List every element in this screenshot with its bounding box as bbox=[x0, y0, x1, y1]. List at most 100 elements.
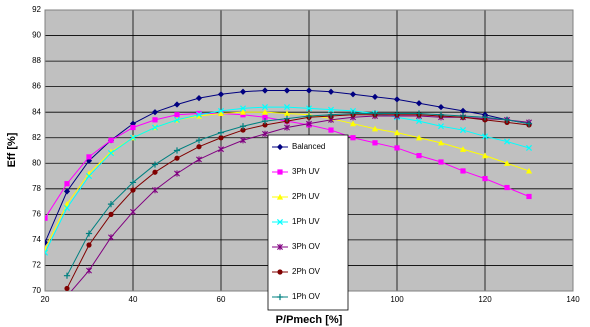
marker bbox=[416, 153, 422, 159]
marker bbox=[64, 285, 70, 291]
marker bbox=[239, 123, 247, 130]
marker bbox=[107, 150, 115, 157]
series-line bbox=[70, 115, 530, 291]
marker bbox=[195, 111, 203, 118]
marker bbox=[393, 129, 401, 136]
marker bbox=[130, 208, 136, 215]
marker bbox=[481, 114, 489, 121]
marker bbox=[283, 87, 291, 94]
marker bbox=[437, 139, 445, 146]
legend-marker bbox=[276, 193, 284, 200]
marker bbox=[305, 112, 313, 120]
legend-label: 1Ph UV bbox=[292, 217, 320, 226]
legend-marker bbox=[277, 243, 283, 251]
marker bbox=[239, 105, 247, 112]
legend-marker bbox=[277, 169, 283, 175]
marker bbox=[415, 134, 423, 141]
marker bbox=[371, 110, 379, 117]
legend-marker bbox=[276, 293, 284, 301]
marker bbox=[438, 159, 444, 165]
legend-label: 2Ph OV bbox=[292, 267, 321, 276]
marker bbox=[174, 170, 180, 177]
marker bbox=[283, 115, 291, 122]
marker bbox=[217, 107, 225, 114]
marker bbox=[86, 242, 92, 248]
marker bbox=[130, 124, 136, 131]
marker bbox=[151, 109, 159, 116]
marker bbox=[85, 157, 93, 164]
marker bbox=[262, 122, 268, 128]
marker bbox=[195, 137, 203, 144]
legend-label: 1Ph OV bbox=[292, 292, 321, 301]
marker bbox=[218, 135, 224, 141]
marker bbox=[262, 130, 268, 137]
y-tick-label: 86 bbox=[32, 82, 41, 91]
marker bbox=[503, 138, 511, 145]
marker bbox=[371, 125, 379, 132]
marker bbox=[504, 184, 510, 191]
series-line bbox=[66, 112, 530, 276]
x-tick-label: 140 bbox=[566, 295, 580, 304]
marker bbox=[217, 110, 225, 117]
marker bbox=[503, 116, 511, 123]
marker bbox=[45, 215, 48, 221]
marker bbox=[283, 104, 291, 111]
marker bbox=[393, 96, 401, 103]
marker bbox=[393, 110, 401, 117]
marker bbox=[349, 120, 357, 127]
marker bbox=[174, 155, 180, 161]
marker bbox=[350, 135, 356, 141]
y-tick-label: 92 bbox=[32, 5, 41, 14]
y-axis-title: Eff [%] bbox=[6, 132, 18, 167]
marker bbox=[306, 120, 312, 127]
series-line bbox=[66, 114, 530, 289]
legend-label: Balanced bbox=[292, 142, 325, 151]
marker bbox=[525, 167, 533, 174]
marker bbox=[305, 87, 313, 94]
marker bbox=[327, 106, 335, 113]
marker bbox=[525, 144, 533, 151]
marker bbox=[129, 134, 137, 141]
y-tick-label: 80 bbox=[32, 158, 41, 167]
marker bbox=[108, 137, 114, 143]
marker bbox=[151, 161, 159, 168]
y-tick-label: 84 bbox=[32, 107, 41, 116]
legend-marker bbox=[277, 269, 283, 275]
marker bbox=[525, 120, 533, 127]
marker bbox=[152, 169, 158, 175]
marker bbox=[459, 107, 467, 115]
marker bbox=[63, 204, 71, 212]
x-tick-label: 20 bbox=[41, 295, 50, 304]
x-tick-label: 60 bbox=[217, 295, 226, 304]
marker bbox=[372, 140, 378, 146]
marker bbox=[217, 91, 225, 98]
marker bbox=[349, 91, 357, 98]
marker bbox=[45, 239, 49, 246]
marker bbox=[284, 124, 290, 131]
marker bbox=[239, 88, 247, 95]
marker bbox=[63, 272, 71, 279]
marker bbox=[349, 110, 357, 117]
x-tick-label: 40 bbox=[129, 295, 138, 304]
x-axis-title: P/Pmech [%] bbox=[276, 314, 343, 326]
marker bbox=[481, 152, 489, 159]
marker bbox=[459, 112, 467, 120]
y-tick-label: 88 bbox=[32, 56, 41, 65]
x-tick-label: 100 bbox=[390, 295, 404, 304]
marker bbox=[526, 193, 532, 200]
marker bbox=[195, 95, 203, 102]
y-tick-label: 90 bbox=[32, 31, 41, 40]
y-tick-label: 74 bbox=[32, 235, 41, 244]
marker bbox=[107, 148, 115, 155]
marker bbox=[437, 103, 445, 111]
marker bbox=[503, 160, 511, 166]
marker bbox=[482, 176, 488, 182]
marker bbox=[240, 137, 246, 144]
marker bbox=[239, 109, 247, 115]
marker bbox=[371, 93, 379, 100]
marker bbox=[394, 145, 400, 151]
marker bbox=[305, 105, 313, 112]
marker bbox=[459, 127, 467, 134]
marker bbox=[261, 109, 269, 115]
marker bbox=[415, 110, 423, 117]
